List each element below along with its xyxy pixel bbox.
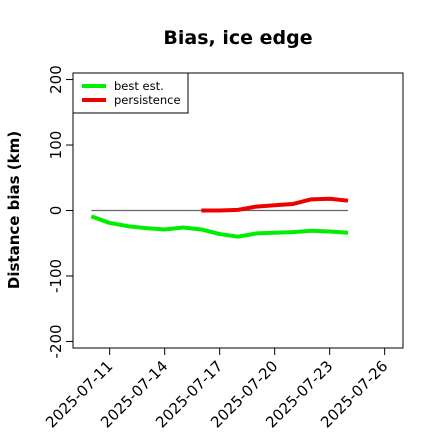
- y-tick-label: -200: [47, 324, 65, 358]
- y-tick-label: 100: [47, 131, 65, 160]
- series-line-persistence: [201, 196, 349, 213]
- legend: best est.persistence: [72, 72, 189, 114]
- y-tick-label: 0: [47, 206, 65, 216]
- y-tick-label: -100: [47, 259, 65, 293]
- series-line-best-est: [90, 214, 349, 239]
- legend-box: [72, 72, 189, 114]
- legend-label-persistence: persistence: [114, 93, 181, 107]
- chart-title: Bias, ice edge: [163, 27, 312, 49]
- y-tick-label: 200: [47, 65, 65, 94]
- legend-label-best-est: best est.: [114, 79, 164, 93]
- y-axis-label: Distance bias (km): [5, 131, 23, 289]
